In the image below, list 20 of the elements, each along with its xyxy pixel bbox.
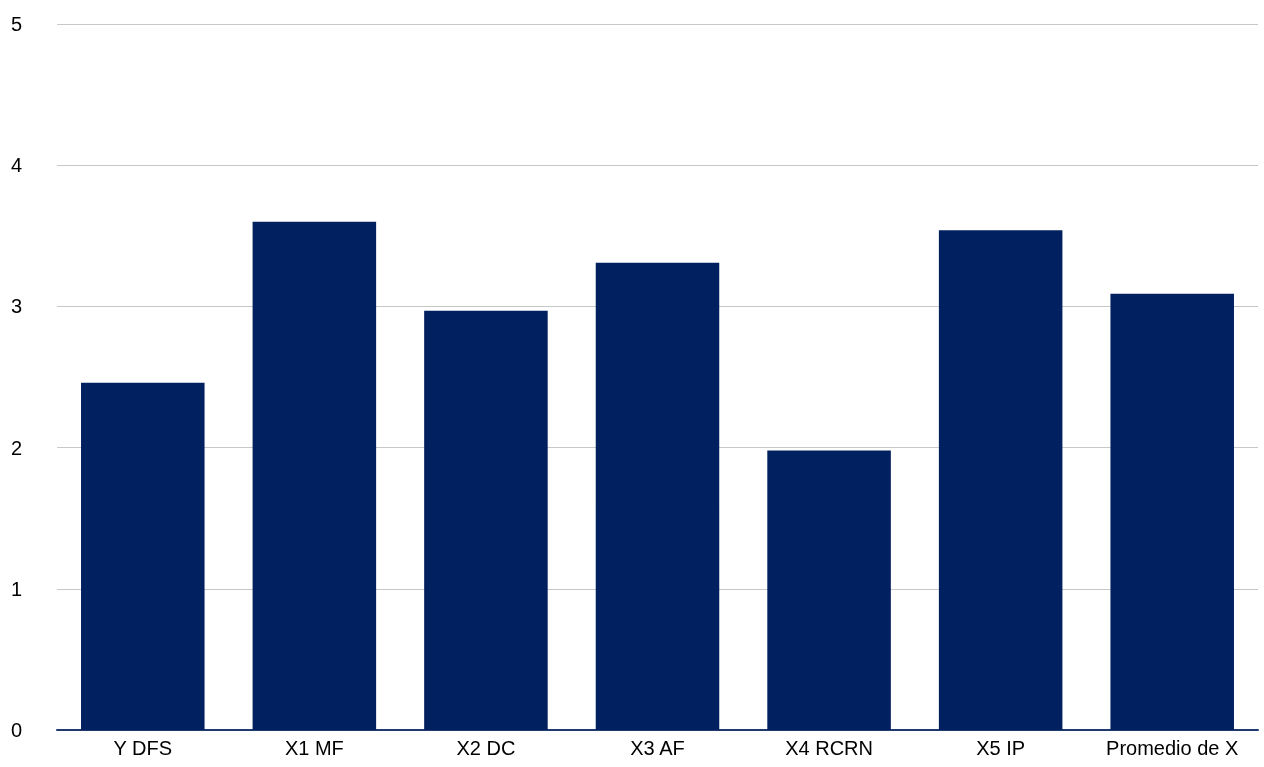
x-tick-label: X2 DC <box>456 737 516 759</box>
bar <box>1110 293 1234 730</box>
x-tick-label: Promedio de X <box>1106 737 1239 759</box>
x-tick-label: Y DFS <box>113 737 173 759</box>
x-tick-label: X3 AF <box>630 737 685 759</box>
y-tick-label: 4 <box>10 154 22 177</box>
x-tick-label: X4 RCRN <box>785 737 873 759</box>
x-tick-label: X1 MF <box>284 737 344 759</box>
x-tick-label: X5 IP <box>976 737 1026 759</box>
y-tick-label: 1 <box>10 577 22 600</box>
bar <box>252 221 377 730</box>
y-tick-label: 3 <box>10 295 22 318</box>
y-tick-label: 5 <box>10 13 22 35</box>
bar <box>938 230 1063 730</box>
bar <box>424 310 548 730</box>
bar <box>595 262 720 730</box>
bar <box>767 450 891 730</box>
y-tick-label: 0 <box>10 719 22 741</box>
y-tick-label: 2 <box>10 436 22 459</box>
bar <box>81 382 205 730</box>
